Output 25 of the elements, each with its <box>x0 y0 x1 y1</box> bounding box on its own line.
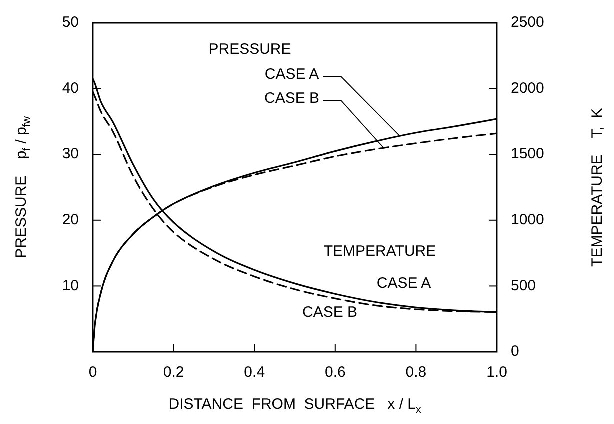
y2-tick-label: 1000 <box>511 212 544 229</box>
x-tick-label: 0.4 <box>244 364 266 382</box>
series-label: CASE B <box>302 304 358 322</box>
annotation: PRESSURE <box>208 41 292 58</box>
y-tick-label: 10 <box>62 277 79 294</box>
x-tick-label: 0.2 <box>163 364 184 382</box>
y-tick-label: 20 <box>62 212 79 229</box>
x-tick-label: 1.0 <box>486 364 508 382</box>
y2-axis-title: TEMPERATURE T, K <box>589 108 606 267</box>
x-tick-label: 0.8 <box>406 364 427 382</box>
x-tick-label: 0 <box>88 364 98 382</box>
y-tick-label: 40 <box>62 80 79 97</box>
y-tick-label: 50 <box>62 14 79 32</box>
y-axis-title: PRESSURE pf / pfw <box>13 116 34 258</box>
text: CASE B <box>264 90 320 108</box>
y2-tick-label: 2500 <box>511 14 544 32</box>
text: CASE A <box>264 66 320 84</box>
x-tick-label: 0.6 <box>324 364 346 382</box>
y2-tick-label: 2000 <box>511 80 544 97</box>
annotation: TEMPERATURE <box>324 243 436 260</box>
series-label: CASE A <box>376 275 432 292</box>
y2-tick-label: 0 <box>511 343 520 360</box>
y-tick-label: 30 <box>62 146 79 163</box>
y2-tick-label: 1500 <box>511 146 544 163</box>
y2-tick-label: 500 <box>511 277 536 294</box>
